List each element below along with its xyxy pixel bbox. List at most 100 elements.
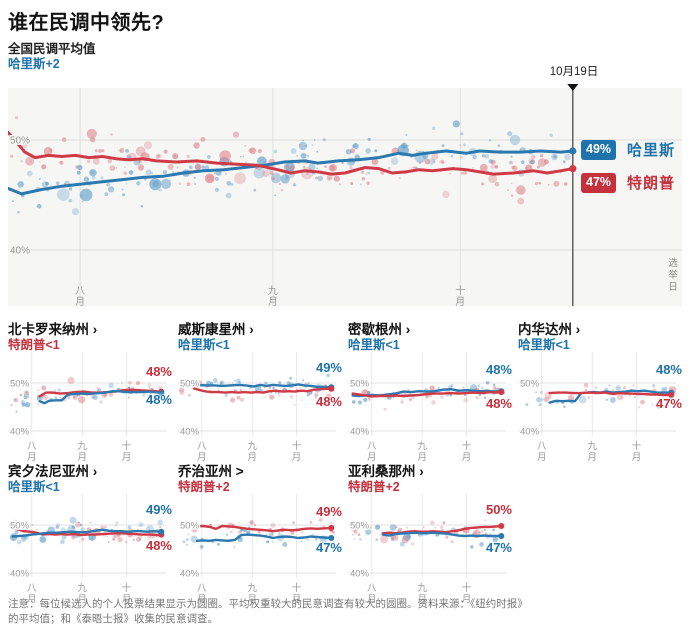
state-lead-label-pennsylvania: 哈里斯<1: [8, 480, 60, 494]
state-top-value-michigan: 48%: [485, 362, 512, 377]
state-bottom-value-michigan: 48%: [485, 396, 512, 411]
svg-text:月: 月: [292, 452, 302, 463]
svg-text:50%: 50%: [520, 379, 540, 390]
state-lead-label-nevada: 哈里斯<1: [518, 338, 570, 352]
svg-text:月: 月: [367, 452, 377, 463]
trend-lines: [351, 388, 505, 398]
svg-text:50%: 50%: [180, 379, 200, 390]
state-title-link-north-carolina[interactable]: 北卡罗来纳州 ›: [8, 322, 98, 337]
svg-text:50%: 50%: [10, 379, 30, 390]
state-top-value-wisconsin: 49%: [315, 360, 342, 375]
svg-text:十: 十: [632, 440, 642, 452]
svg-text:十: 十: [122, 582, 132, 594]
trend-lines: [8, 130, 577, 196]
date-marker-triangle: [567, 84, 579, 91]
state-top-value-georgia: 49%: [315, 504, 342, 519]
poll-dots-layer: [525, 382, 676, 409]
svg-text:八: 八: [367, 583, 377, 594]
trend-lines: [11, 525, 165, 538]
svg-text:九: 九: [78, 440, 88, 452]
state-bottom-value-north-carolina: 48%: [145, 392, 172, 407]
state-lead-label-michigan: 哈里斯<1: [348, 338, 400, 352]
state-chart-block-pennsylvania: 宾夕法尼亚州 › 哈里斯<1 50% 40% 八月九月十月 49% 48%: [8, 460, 172, 606]
state-title-link-nevada[interactable]: 内华达州 ›: [518, 322, 581, 337]
svg-text:九: 九: [418, 440, 428, 452]
svg-text:月: 月: [122, 594, 132, 605]
svg-text:50%: 50%: [180, 521, 200, 532]
trend-lines: [381, 523, 505, 539]
trend-lines: [195, 524, 335, 542]
poll-dots-layer: [182, 518, 335, 549]
svg-text:八: 八: [197, 441, 207, 452]
trend-lines: [38, 388, 165, 405]
svg-text:月: 月: [462, 452, 472, 463]
state-lead-label-arizona: 特朗普+2: [348, 480, 400, 494]
state-lead-label-georgia: 特朗普+2: [178, 480, 230, 494]
svg-text:月: 月: [418, 452, 428, 463]
state-chart-block-georgia: 乔治亚州 > 特朗普+2 50% 40% 八月九月十月 49% 47%: [178, 460, 342, 606]
svg-text:40%: 40%: [10, 569, 30, 580]
state-title-link-pennsylvania[interactable]: 宾夕法尼亚州 ›: [8, 464, 98, 479]
harris-value-badge: 49%: [581, 140, 617, 160]
state-title-link-michigan[interactable]: 密歇根州 ›: [348, 322, 411, 337]
gridlines: [8, 494, 166, 578]
date-marker-label: 10月19日: [549, 66, 599, 78]
svg-text:50%: 50%: [350, 521, 370, 532]
page-title: 谁在民调中领先?: [8, 12, 165, 34]
svg-text:九: 九: [78, 582, 88, 594]
state-top-value-pennsylvania: 49%: [145, 502, 172, 517]
svg-text:十: 十: [122, 440, 132, 452]
svg-text:40%: 40%: [10, 427, 30, 438]
gridlines: [178, 352, 336, 436]
footnote-line2: 的平均值；和《泰晤士报》收集的民意调查。: [8, 613, 218, 625]
state-chart-block-north-carolina: 北卡罗来纳州 › 特朗普<1 50% 40% 八月九月十月 48% 48%: [8, 318, 172, 464]
svg-text:月: 月: [418, 594, 428, 605]
state-title-link-georgia[interactable]: 乔治亚州 >: [178, 464, 244, 479]
poll-dots-layer: [10, 376, 163, 413]
svg-text:月: 月: [27, 452, 37, 463]
svg-text:九: 九: [248, 440, 258, 452]
svg-text:50%: 50%: [10, 136, 30, 147]
svg-text:月: 月: [588, 452, 598, 463]
svg-text:举: 举: [668, 269, 678, 281]
svg-text:月: 月: [248, 594, 258, 605]
state-bottom-value-wisconsin: 48%: [315, 394, 342, 409]
svg-text:月: 月: [367, 594, 377, 605]
svg-text:日: 日: [668, 282, 678, 293]
svg-text:月: 月: [122, 452, 132, 463]
gridlines: [348, 494, 506, 578]
state-bottom-value-georgia: 47%: [315, 540, 342, 555]
svg-text:40%: 40%: [10, 246, 30, 257]
trend-lines: [181, 383, 335, 394]
gridlines: [518, 352, 676, 436]
svg-text:50%: 50%: [10, 521, 30, 532]
svg-text:月: 月: [78, 452, 88, 463]
state-lead-label-north-carolina: 特朗普<1: [8, 338, 60, 352]
svg-text:八: 八: [27, 583, 37, 594]
svg-text:月: 月: [248, 452, 258, 463]
svg-text:月: 月: [27, 594, 37, 605]
state-chart-block-nevada: 内华达州 › 哈里斯<1 50% 40% 八月九月十月 48% 47%: [518, 318, 682, 464]
svg-text:月: 月: [537, 452, 547, 463]
svg-text:八: 八: [197, 583, 207, 594]
svg-text:40%: 40%: [520, 427, 540, 438]
svg-text:十: 十: [292, 582, 302, 594]
state-lead-label-wisconsin: 哈里斯<1: [178, 338, 230, 352]
svg-text:月: 月: [197, 452, 207, 463]
state-chart-block-michigan: 密歇根州 › 哈里斯<1 50% 40% 八月九月十月 48% 48%: [348, 318, 512, 464]
svg-text:40%: 40%: [350, 569, 370, 580]
footnote-line1: 注意：每位候选人的个人投票结果显示为圆圈。平均权重较大的民意调查有较大的圆圈。资…: [8, 598, 528, 610]
trend-lines: [548, 389, 675, 404]
state-bottom-value-pennsylvania: 48%: [145, 538, 172, 553]
svg-text:八: 八: [27, 441, 37, 452]
harris-name-label: 哈里斯: [627, 142, 676, 159]
state-title-link-arizona[interactable]: 亚利桑那州 ›: [348, 464, 424, 479]
state-title-link-wisconsin[interactable]: 威斯康星州 ›: [178, 322, 254, 337]
